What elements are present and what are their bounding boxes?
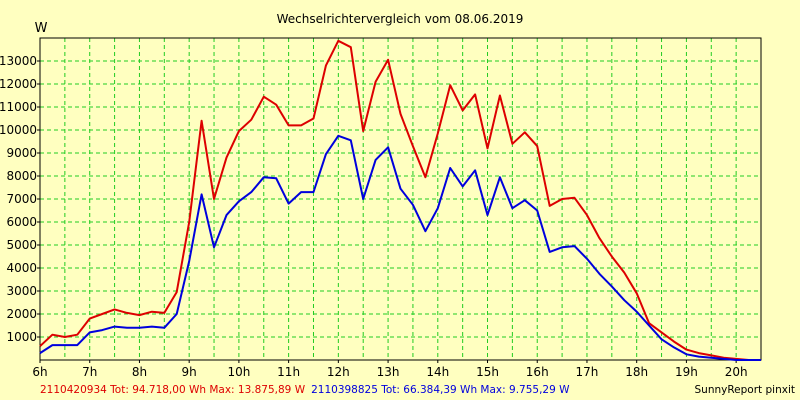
y-tick-label: 1000 <box>6 330 37 344</box>
chart-title: Wechselrichtervergleich vom 08.06.2019 <box>277 12 524 26</box>
y-tick-label: 4000 <box>6 261 37 275</box>
x-tick-label: 20h <box>725 365 748 379</box>
series-line-2 <box>39 134 761 361</box>
y-tick-label: 10000 <box>0 123 37 137</box>
x-tick-label: 6h <box>32 365 47 379</box>
x-tick-label: 13h <box>377 365 400 379</box>
x-tick-label: 8h <box>132 365 147 379</box>
series-line-1 <box>39 39 761 361</box>
y-tick-label: 12000 <box>0 77 37 91</box>
series-lines <box>39 39 761 361</box>
y-tick-label: 13000 <box>0 54 37 68</box>
x-tick-label: 16h <box>526 365 549 379</box>
x-tick-label: 18h <box>625 365 648 379</box>
y-tick-label: 5000 <box>6 238 37 252</box>
y-tick-label: 9000 <box>6 146 37 160</box>
footer-legend: 2110420934 Tot: 94.718,00 Wh Max: 13.875… <box>40 384 795 396</box>
x-tick-label: 10h <box>227 365 250 379</box>
x-tick-label: 15h <box>476 365 499 379</box>
x-tick-label: 7h <box>82 365 97 379</box>
x-tick-labels: 6h 7h 8h 9h 10h 11h 12h 13h 14h 15h 16h 17h 18h 19h 20… <box>32 360 748 379</box>
y-tick-label: 2000 <box>6 307 37 321</box>
y-tick-label: 6000 <box>6 215 37 229</box>
grid <box>40 38 761 360</box>
y-tick-label: 7000 <box>6 192 37 206</box>
x-tick-label: 9h <box>182 365 197 379</box>
credit-label: SunnyReport pinxit <box>695 384 795 396</box>
y-tick-label: 3000 <box>6 284 37 298</box>
x-tick-label: 12h <box>327 365 350 379</box>
y-tick-label: 11000 <box>0 100 37 114</box>
x-tick-label: 17h <box>576 365 599 379</box>
footer-series-1: 2110420934 Tot: 94.718,00 Wh Max: 13.875… <box>40 384 570 396</box>
y-tick-label: 8000 <box>6 169 37 183</box>
footer-series-2: 2110398825 Tot: 66.384,39 Wh Max: 9.755,… <box>311 384 570 396</box>
y-axis-unit: W <box>35 21 48 36</box>
x-tick-label: 14h <box>426 365 449 379</box>
x-tick-label: 11h <box>277 365 300 379</box>
x-tick-label: 19h <box>675 365 698 379</box>
y-tick-labels: 1000 2000 3000 4000 5000 6000 7000 8000 9000 1000… <box>0 54 40 344</box>
